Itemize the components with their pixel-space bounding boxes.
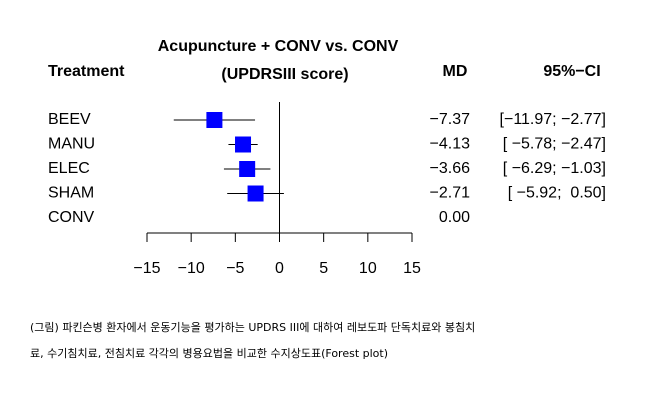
column-header: 95%−CI (543, 63, 600, 80)
caption-line: 료, 수기침치료, 전침치료 각각의 병용요법을 비교한 수지상도표(Fores… (30, 347, 388, 360)
x-tick-label: −10 (178, 260, 205, 277)
x-tick-label: −5 (226, 260, 244, 277)
value-label: −2.71 (430, 185, 471, 202)
row-label: SHAM (48, 185, 94, 202)
effect-square (235, 136, 252, 153)
x-tick-label: 15 (403, 260, 421, 277)
effect-square (206, 112, 223, 128)
x-tick-label: −15 (133, 260, 160, 277)
caption-line: (그림) 파킨슨병 환자에서 운동기능을 평가하는 UPDRS III에 대하여… (30, 320, 475, 334)
row-label: MANU (48, 136, 95, 153)
effect-square (247, 185, 264, 202)
ci-label: [ −5.78; −2.47] (503, 136, 606, 153)
x-tick-label: 10 (359, 260, 377, 277)
row-label: BEEV (48, 111, 91, 128)
row-label: CONV (48, 209, 95, 226)
column-header: MD (443, 63, 468, 80)
column-header: Treatment (48, 63, 125, 80)
x-tick-label: 0 (275, 260, 284, 277)
chart-title: Acupuncture + CONV vs. CONV (158, 38, 399, 55)
ci-label: [−11.97; −2.77] (500, 111, 606, 128)
value-label: 0.00 (439, 209, 470, 226)
value-label: −3.66 (430, 160, 471, 177)
chart-subtitle: (UPDRSIII score) (221, 66, 348, 83)
value-label: −7.37 (430, 111, 471, 128)
x-tick-label: 5 (319, 260, 328, 277)
row-label: ELEC (48, 160, 90, 177)
value-label: −4.13 (430, 136, 471, 153)
ci-label: [ −5.92; 0.50] (508, 185, 606, 202)
ci-label: [ −6.29; −1.03] (503, 160, 606, 177)
effect-square (239, 161, 256, 177)
